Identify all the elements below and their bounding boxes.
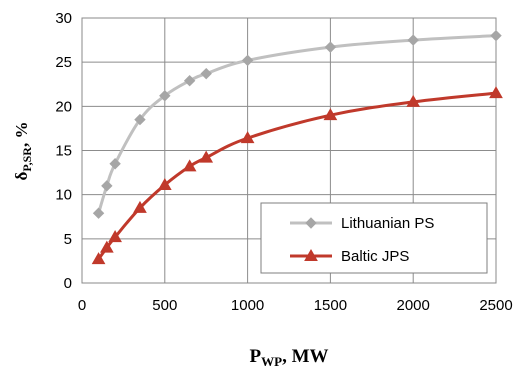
data-point xyxy=(406,94,421,107)
data-point xyxy=(489,86,503,99)
plot-frame xyxy=(81,17,497,284)
data-point xyxy=(200,67,212,80)
legend-label: Lithuanian PS xyxy=(341,215,434,232)
x-tick-label: 1500 xyxy=(314,297,347,314)
data-point xyxy=(99,240,114,253)
legend-item: Lithuanian PS xyxy=(290,215,434,232)
data-point xyxy=(108,230,122,243)
data-point xyxy=(92,207,105,219)
data-point xyxy=(159,90,171,102)
y-tick-label: 10 xyxy=(55,187,72,204)
x-tick-label: 2000 xyxy=(397,297,430,314)
y-tick-label: 0 xyxy=(64,275,72,292)
data-point xyxy=(101,180,113,192)
x-tick-label: 500 xyxy=(152,297,177,314)
data-point xyxy=(199,150,214,163)
data-point xyxy=(91,252,106,265)
legend: Lithuanian PS Baltic JPS xyxy=(260,202,488,274)
y-tick-labels: 0 5 10 15 20 25 30 xyxy=(55,10,72,292)
data-point xyxy=(241,54,254,67)
y-tick-label: 5 xyxy=(64,231,72,248)
data-point xyxy=(324,41,337,53)
data-point xyxy=(490,29,502,42)
y-tick-label: 25 xyxy=(55,54,72,71)
data-point xyxy=(157,177,172,190)
data-point xyxy=(134,113,146,126)
series-layer xyxy=(91,29,503,265)
data-point xyxy=(240,131,255,144)
x-axis-title: PWP, MW xyxy=(250,346,329,369)
y-axis-title: δP,SR, % xyxy=(12,122,34,181)
data-point xyxy=(133,200,147,213)
y-tick-label: 15 xyxy=(55,143,72,160)
y-tick-label: 20 xyxy=(55,98,72,115)
legend-marker xyxy=(304,248,318,261)
series-baltic-jps xyxy=(91,86,503,265)
series-lithuanian-ps xyxy=(92,29,502,219)
data-point xyxy=(109,158,121,170)
data-point xyxy=(182,159,197,172)
x-tick-label: 1000 xyxy=(231,297,264,314)
x-tick-labels: 0 500 1000 1500 2000 2500 xyxy=(78,297,513,314)
legend-item: Baltic JPS xyxy=(290,248,409,265)
series-line xyxy=(97,34,497,214)
data-point xyxy=(183,75,196,87)
x-tick-label: 2500 xyxy=(479,297,512,314)
data-point xyxy=(323,108,338,121)
data-point xyxy=(407,34,419,46)
legend-box xyxy=(260,202,488,274)
legend-label: Baltic JPS xyxy=(341,248,409,265)
x-tick-label: 0 xyxy=(78,297,86,314)
legend-marker xyxy=(305,217,317,229)
y-tick-label: 30 xyxy=(55,10,72,27)
